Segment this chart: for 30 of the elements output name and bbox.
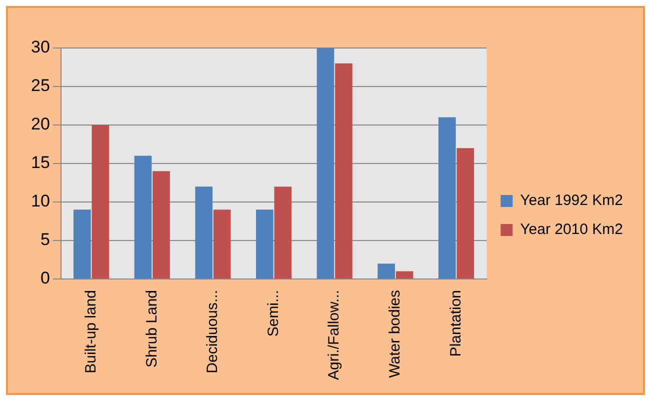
legend-label: Year 1992 Km2 (520, 192, 624, 210)
bar (134, 156, 152, 278)
y-tick-label: 0 (40, 268, 50, 288)
bar (438, 117, 456, 278)
x-tick-label: Plantation (447, 290, 464, 357)
bar (335, 63, 352, 278)
y-tick-label: 10 (30, 192, 50, 211)
x-tick-label: Semi... (264, 290, 282, 337)
bar (378, 264, 395, 278)
x-tick-label: Built-up land (82, 290, 100, 374)
y-tick-label: 20 (30, 114, 50, 134)
bar (274, 186, 292, 278)
bar (195, 186, 212, 278)
y-tick-label: 30 (30, 38, 50, 57)
y-tick-label: 5 (40, 230, 50, 250)
bar (456, 148, 474, 278)
bar (213, 210, 231, 278)
x-tick-label: Water bodies (386, 290, 404, 378)
y-tick-label: 15 (30, 153, 50, 172)
x-tick-label: Shrub Land (143, 290, 160, 368)
bar (396, 271, 414, 278)
y-tick-label: 25 (30, 76, 50, 96)
legend-label: Year 2010 Km2 (520, 221, 624, 238)
bar (74, 210, 91, 278)
bar (256, 210, 274, 278)
x-tick-label: Agri./Fallow... (326, 290, 343, 380)
bar (92, 124, 110, 278)
bar (152, 171, 170, 278)
bar (316, 48, 334, 278)
x-tick-label: Deciduous... (204, 290, 222, 374)
